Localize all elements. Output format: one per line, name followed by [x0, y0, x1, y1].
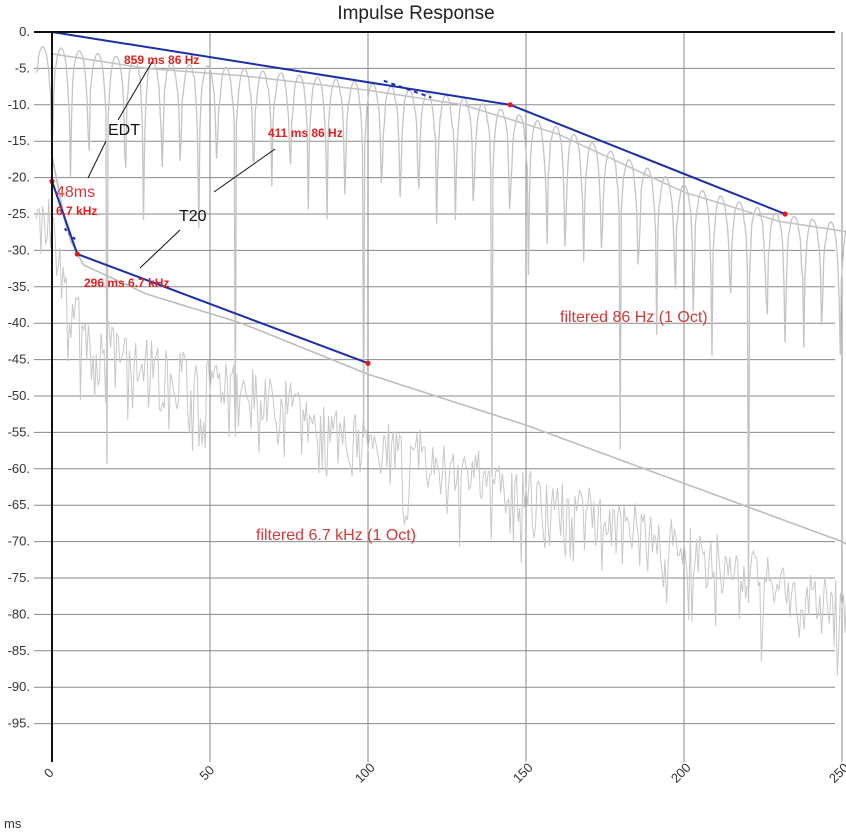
fit-point-0	[507, 102, 513, 108]
fit-dash-86hz	[383, 79, 432, 99]
fit-lines	[51, 31, 786, 365]
x-unit-label: ms	[4, 816, 22, 831]
y-tick-label: 0.	[19, 24, 30, 39]
curves	[35, 45, 846, 676]
y-tick-label: -75.	[8, 570, 30, 585]
y-tick-label: -50.	[8, 388, 30, 403]
y-tick-label: -55.	[8, 424, 30, 439]
y-tick-label: -15.	[8, 133, 30, 148]
y-tick-label: -25.	[8, 206, 30, 221]
y-tick-label: -80.	[8, 606, 30, 621]
plot-frame	[34, 32, 835, 762]
fit-line-1	[509, 103, 786, 215]
y-tick-label: -65.	[8, 497, 30, 512]
annotation-t20-86hz: 411 ms 86 Hz	[268, 126, 343, 140]
annotation-edt-6k7-ms: 48ms	[56, 184, 95, 201]
fit-point-3	[74, 251, 80, 257]
annotation-edt: EDT	[108, 122, 140, 139]
y-tick-label: -40.	[8, 315, 30, 330]
label-filtered-86hz: filtered 86 Hz (1 Oct)	[560, 309, 708, 326]
y-tick-label: -35.	[8, 279, 30, 294]
y-tick-label: -60.	[8, 461, 30, 476]
annotation-edt-86hz: 859 ms 86 Hz	[124, 53, 199, 67]
plot-area	[34, 31, 846, 762]
annotations: 859 ms 86 Hz 411 ms 86 Hz 48ms 6.7 kHz 2…	[56, 53, 708, 544]
y-axis-ticks: 0. -5. -10. -15. -20. -25. -30. -35. -40. -45. -50…	[8, 24, 30, 731]
series-86hz-envelope	[51, 53, 846, 233]
y-tick-label: -20.	[8, 170, 30, 185]
y-tick-label: -5.	[15, 60, 30, 75]
annotation-t20-6k7: 296 ms 6.7 kHz	[84, 276, 169, 290]
fit-line-0	[51, 31, 511, 106]
y-tick-label: -70.	[8, 534, 30, 549]
fit-point-4	[365, 360, 371, 366]
y-tick-label: -45.	[8, 352, 30, 367]
series-86hz-response	[35, 45, 846, 604]
y-tick-label: -30.	[8, 242, 30, 257]
leader-line-0	[117, 61, 153, 121]
fit-line-3	[76, 253, 369, 365]
leader-line-1	[213, 148, 276, 193]
series-6k7hz-response	[35, 199, 846, 676]
y-tick-label: -95.	[8, 716, 30, 731]
y-tick-label: -10.	[8, 97, 30, 112]
leader-line-3	[139, 229, 181, 269]
y-tick-label: -90.	[8, 679, 30, 694]
leader-line-2	[87, 140, 107, 179]
fit-point-1	[782, 211, 788, 217]
annotation-t20: T20	[179, 208, 207, 225]
annotation-edt-6k7-freq: 6.7 kHz	[56, 204, 97, 218]
y-tick-label: -85.	[8, 643, 30, 658]
label-filtered-6k7hz: filtered 6.7 kHz (1 Oct)	[256, 527, 416, 544]
series-6k7hz-envelope	[51, 155, 846, 545]
chart-title: Impulse Response	[337, 3, 494, 24]
annotation-leaders	[87, 61, 276, 269]
grid-lines	[34, 32, 843, 762]
fit-line-2	[51, 180, 79, 255]
